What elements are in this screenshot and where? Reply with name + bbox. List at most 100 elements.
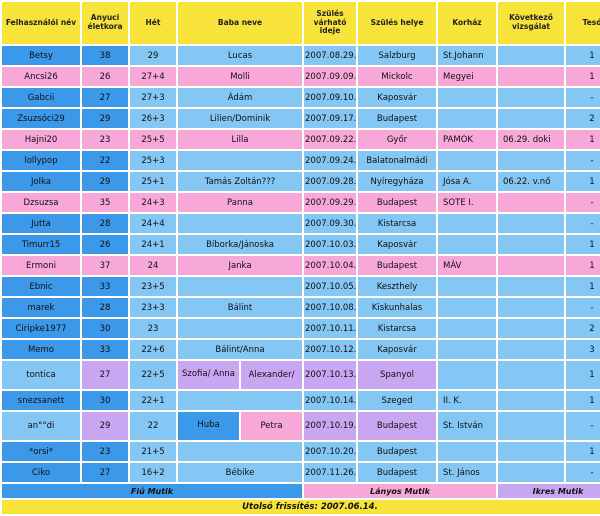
cell-hospital: PAMOK [438,130,496,149]
cell-birth-place: Kaposvár [358,235,436,254]
cell-age: 29 [82,412,128,440]
header-hospital: Korház [438,2,496,44]
cell-next-exam: 06.29. doki [498,130,564,149]
cell-siblings: - [566,88,600,107]
cell-birth-place: Kistarcsa [358,319,436,338]
cell-next-exam [498,67,564,86]
cell-due-date: 2007.10.12. [304,340,356,359]
table-row: Jutta 28 24+4 2007.09.30. Kistarcsa - [2,214,600,233]
cell-siblings: - [566,298,600,317]
cell-due-date: 2007.08.29. [304,46,356,65]
cell-next-exam [498,193,564,212]
cell-baby-name: Ádám [178,88,302,107]
cell-age: 27 [82,361,128,389]
cell-next-exam [498,109,564,128]
cell-birth-place: Salzburg [358,46,436,65]
cell-username: an°°di [2,412,80,440]
cell-next-exam [498,412,564,440]
cell-due-date: 2007.11.26. [304,463,356,482]
cell-username: lollypop [2,151,80,170]
cell-age: 33 [82,340,128,359]
cell-siblings: 1 [566,391,600,410]
cell-due-date: 2007.10.05. [304,277,356,296]
cell-next-exam [498,88,564,107]
cell-username: Ebnic [2,277,80,296]
cell-hospital [438,88,496,107]
cell-next-exam [498,361,564,389]
cell-baby-name: Tamás Zoltán??? [178,172,302,191]
cell-siblings: 1 [566,277,600,296]
header-week: Hét [130,2,176,44]
cell-age: 35 [82,193,128,212]
cell-due-date: 2007.09.22. [304,130,356,149]
cell-hospital [438,235,496,254]
cell-next-exam [498,442,564,461]
cell-baby-name: Bébike [178,463,302,482]
cell-birth-place: Budapest [358,193,436,212]
cell-birth-place: Balatonalmádi [358,151,436,170]
cell-week: 24+4 [130,214,176,233]
table-row: an°°di 29 22 Huba Petra 2007.10.19. Budapest St… [2,412,600,440]
cell-due-date: 2007.10.19. [304,412,356,440]
table-row: Memo 33 22+6 Bálint/Anna 2007.10.12. Kaposvár… [2,340,600,359]
cell-due-date: 2007.10.14. [304,391,356,410]
cell-week: 25+3 [130,151,176,170]
cell-siblings: 1 [566,67,600,86]
cell-siblings: 2 [566,319,600,338]
cell-age: 23 [82,130,128,149]
header-birth-place: Szülés helye [358,2,436,44]
cell-hospital: St. István [438,412,496,440]
cell-birth-place: Kistarcsa [358,214,436,233]
header-age: Anyuci életkora [82,2,128,44]
cell-week: 26+3 [130,109,176,128]
cell-baby-name [178,319,302,338]
cell-siblings: 1 [566,361,600,389]
cell-age: 26 [82,235,128,254]
cell-baby-name: Lilien/Dominik [178,109,302,128]
cell-week: 25+5 [130,130,176,149]
cell-age: 22 [82,151,128,170]
cell-siblings: 2 [566,109,600,128]
cell-siblings: - [566,463,600,482]
cell-hospital: Jósa A. [438,172,496,191]
cell-due-date: 2007.09.28. [304,172,356,191]
cell-hospital [438,214,496,233]
cell-siblings: 1 [566,172,600,191]
cell-baby-name: Bálint/Anna [178,340,302,359]
cell-baby-name: Lucas [178,46,302,65]
cell-hospital [438,277,496,296]
footer-row: Utolsó frissítés: 2007.06.14. [2,500,600,514]
cell-next-exam [498,46,564,65]
cell-hospital: St. János [438,463,496,482]
cell-age: 29 [82,172,128,191]
table-row: tontica 27 22+5 Szofia/ Anna Alexander/2007.… [2,361,600,389]
cell-siblings: - [566,214,600,233]
table-row: Jolka 29 25+1 Tamás Zoltán??? 2007.09.28. Nyí… [2,172,600,191]
cell-age: 28 [82,214,128,233]
cell-baby-name [178,442,302,461]
cell-age: 38 [82,46,128,65]
cell-age: 27 [82,463,128,482]
cell-week: 27+3 [130,88,176,107]
cell-age: 27 [82,88,128,107]
cell-username: Gabcii [2,88,80,107]
cell-week: 24+3 [130,193,176,212]
cell-baby-name [178,391,302,410]
table-row: Gabcii 27 27+3 Ádám 2007.09.10. Kaposvár - [2,88,600,107]
cell-birth-place: Spanyol [358,361,436,389]
cell-week: 24 [130,256,176,275]
cell-baby-name: Szofia/ Anna Alexander/ [178,361,302,389]
table-row: Betsy 38 29 Lucas 2007.08.29. Salzburg St.Joha… [2,46,600,65]
cell-siblings: 1 [566,442,600,461]
cell-birth-place: Budapest [358,412,436,440]
cell-baby-name: Lilla [178,130,302,149]
cell-age: 29 [82,109,128,128]
cell-birth-place: Budapest [358,463,436,482]
cell-username: Timurr15 [2,235,80,254]
cell-baby-name: Molli [178,67,302,86]
cell-hospital [438,298,496,317]
cell-week: 23 [130,319,176,338]
cell-next-exam [498,391,564,410]
cell-due-date: 2007.09.30. [304,214,356,233]
